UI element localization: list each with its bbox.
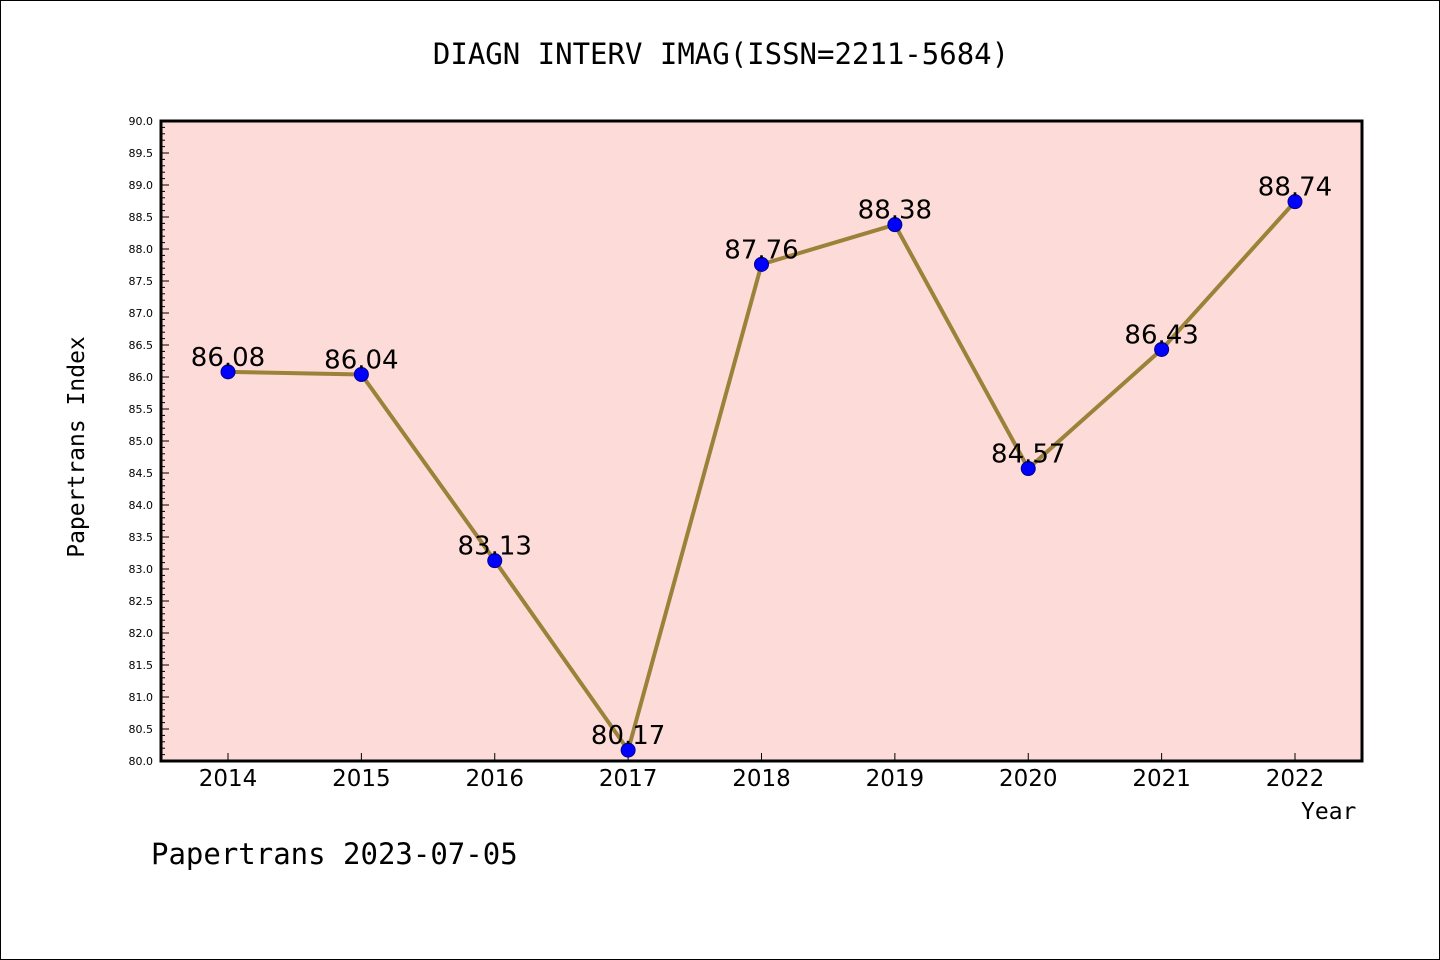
y-tick-label: 87.0 xyxy=(129,307,154,320)
axis-ticks: 80.0 80.5 81.0 81.5 82.0 82.5 83.0 83.5 84.0 84.5… xyxy=(129,115,1325,792)
y-tick-label: 81.5 xyxy=(129,659,154,672)
y-tick-label: 88.0 xyxy=(129,243,154,256)
x-tick-label: 2019 xyxy=(866,766,925,792)
x-tick-label: 2018 xyxy=(732,766,791,792)
data-point-marker xyxy=(1287,194,1303,210)
data-label: 87.76 xyxy=(724,235,798,265)
y-tick-label: 84.5 xyxy=(129,467,154,480)
y-tick-label: 87.5 xyxy=(129,275,154,288)
y-axis-title: Papertrans Index xyxy=(64,336,90,558)
y-tick-label: 89.5 xyxy=(129,147,154,160)
data-label: 80.17 xyxy=(591,721,665,751)
footer-credit: Papertrans 2023-07-05 xyxy=(151,837,518,871)
data-label: 84.57 xyxy=(991,440,1065,470)
y-tick-label: 80.0 xyxy=(129,755,154,768)
y-tick-label: 85.5 xyxy=(129,403,154,416)
x-axis-title: Year xyxy=(1301,799,1357,825)
data-point-marker xyxy=(620,742,636,758)
data-label: 86.08 xyxy=(191,343,265,373)
y-tick-label: 84.0 xyxy=(129,499,154,512)
y-tick-label: 89.0 xyxy=(129,179,154,192)
data-point-marker xyxy=(1020,461,1036,477)
x-tick-label: 2021 xyxy=(1132,766,1191,792)
data-labels-group: 86.08 86.04 83.13 80.17 87.76 88.38 84.57 86.43… xyxy=(191,173,1332,751)
x-tick-label: 2014 xyxy=(199,766,258,792)
chart-title: DIAGN INTERV IMAG(ISSN=2211-5684) xyxy=(432,37,1010,71)
x-tick-label: 2017 xyxy=(599,766,658,792)
y-tick-label: 85.0 xyxy=(129,435,154,448)
y-tick-label: 80.5 xyxy=(129,723,154,736)
plot-border xyxy=(159,119,1364,763)
y-tick-label: 86.5 xyxy=(129,339,154,352)
data-label: 86.43 xyxy=(1124,320,1198,350)
data-point-marker xyxy=(487,553,503,569)
y-tick-label: 81.0 xyxy=(129,691,154,704)
y-tick-label: 83.5 xyxy=(129,531,154,544)
y-tick-label: 90.0 xyxy=(129,115,154,128)
y-tick-label: 88.5 xyxy=(129,211,154,224)
data-label: 88.74 xyxy=(1258,173,1332,203)
data-point-marker xyxy=(353,366,369,382)
plot-area xyxy=(161,121,1362,761)
series-group xyxy=(220,194,1303,758)
data-point-marker xyxy=(754,256,769,272)
x-tick-label: 2015 xyxy=(332,766,391,792)
data-point-marker xyxy=(1154,341,1170,357)
data-point-marker xyxy=(220,364,236,380)
y-tick-label: 86.0 xyxy=(129,371,154,384)
data-point-marker xyxy=(887,217,903,233)
y-tick-label: 82.0 xyxy=(129,627,154,640)
x-tick-label: 2022 xyxy=(1266,766,1325,792)
y-tick-label: 83.0 xyxy=(129,563,154,576)
y-tick-label: 82.5 xyxy=(129,595,154,608)
x-tick-label: 2016 xyxy=(465,766,524,792)
data-label: 88.38 xyxy=(858,196,932,226)
data-label: 86.04 xyxy=(324,345,398,375)
x-tick-label: 2020 xyxy=(999,766,1058,792)
data-label: 83.13 xyxy=(458,532,532,562)
